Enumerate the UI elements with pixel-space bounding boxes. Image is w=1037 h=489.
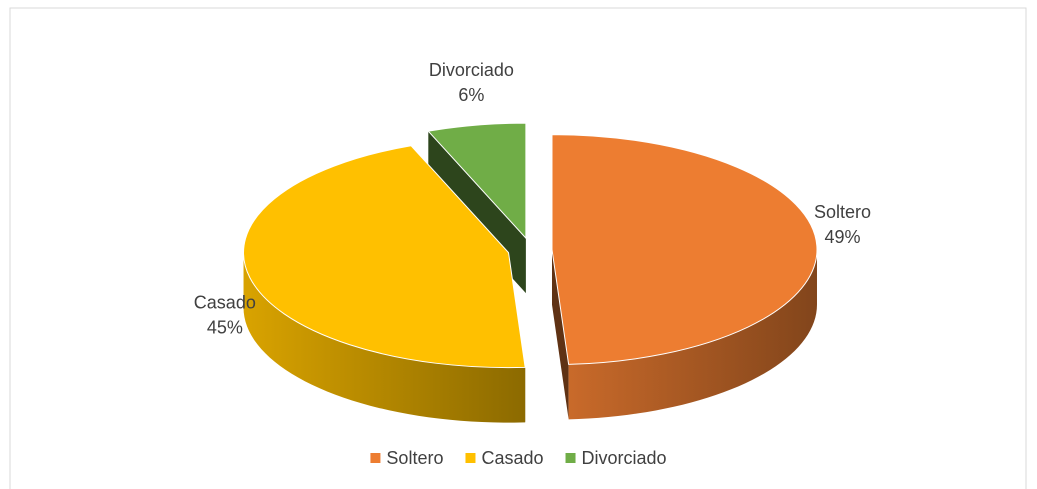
data-labels: Soltero 49% Casado 45% Divorciado 6%	[194, 60, 871, 337]
data-label-value: 6%	[458, 85, 484, 105]
legend: Soltero Casado Divorciado	[370, 448, 667, 468]
legend-label: Casado	[481, 448, 543, 468]
slice-side	[568, 249, 817, 420]
legend-label: Divorciado	[582, 448, 667, 468]
data-label-value: 45%	[207, 317, 243, 337]
data-label-name: Divorciado	[429, 60, 514, 80]
legend-swatch	[565, 453, 576, 463]
data-label-name: Casado	[194, 292, 256, 312]
data-label-name: Soltero	[814, 202, 871, 222]
slice-cut-face	[551, 249, 569, 420]
data-label-value: 49%	[825, 227, 861, 247]
slice	[427, 122, 527, 240]
slice	[551, 134, 818, 365]
slice-side	[243, 252, 526, 423]
legend-swatch	[370, 453, 381, 463]
slice	[243, 145, 526, 369]
pie-tops	[243, 122, 818, 369]
legend-label: Soltero	[386, 448, 443, 468]
legend-swatch	[465, 453, 476, 463]
